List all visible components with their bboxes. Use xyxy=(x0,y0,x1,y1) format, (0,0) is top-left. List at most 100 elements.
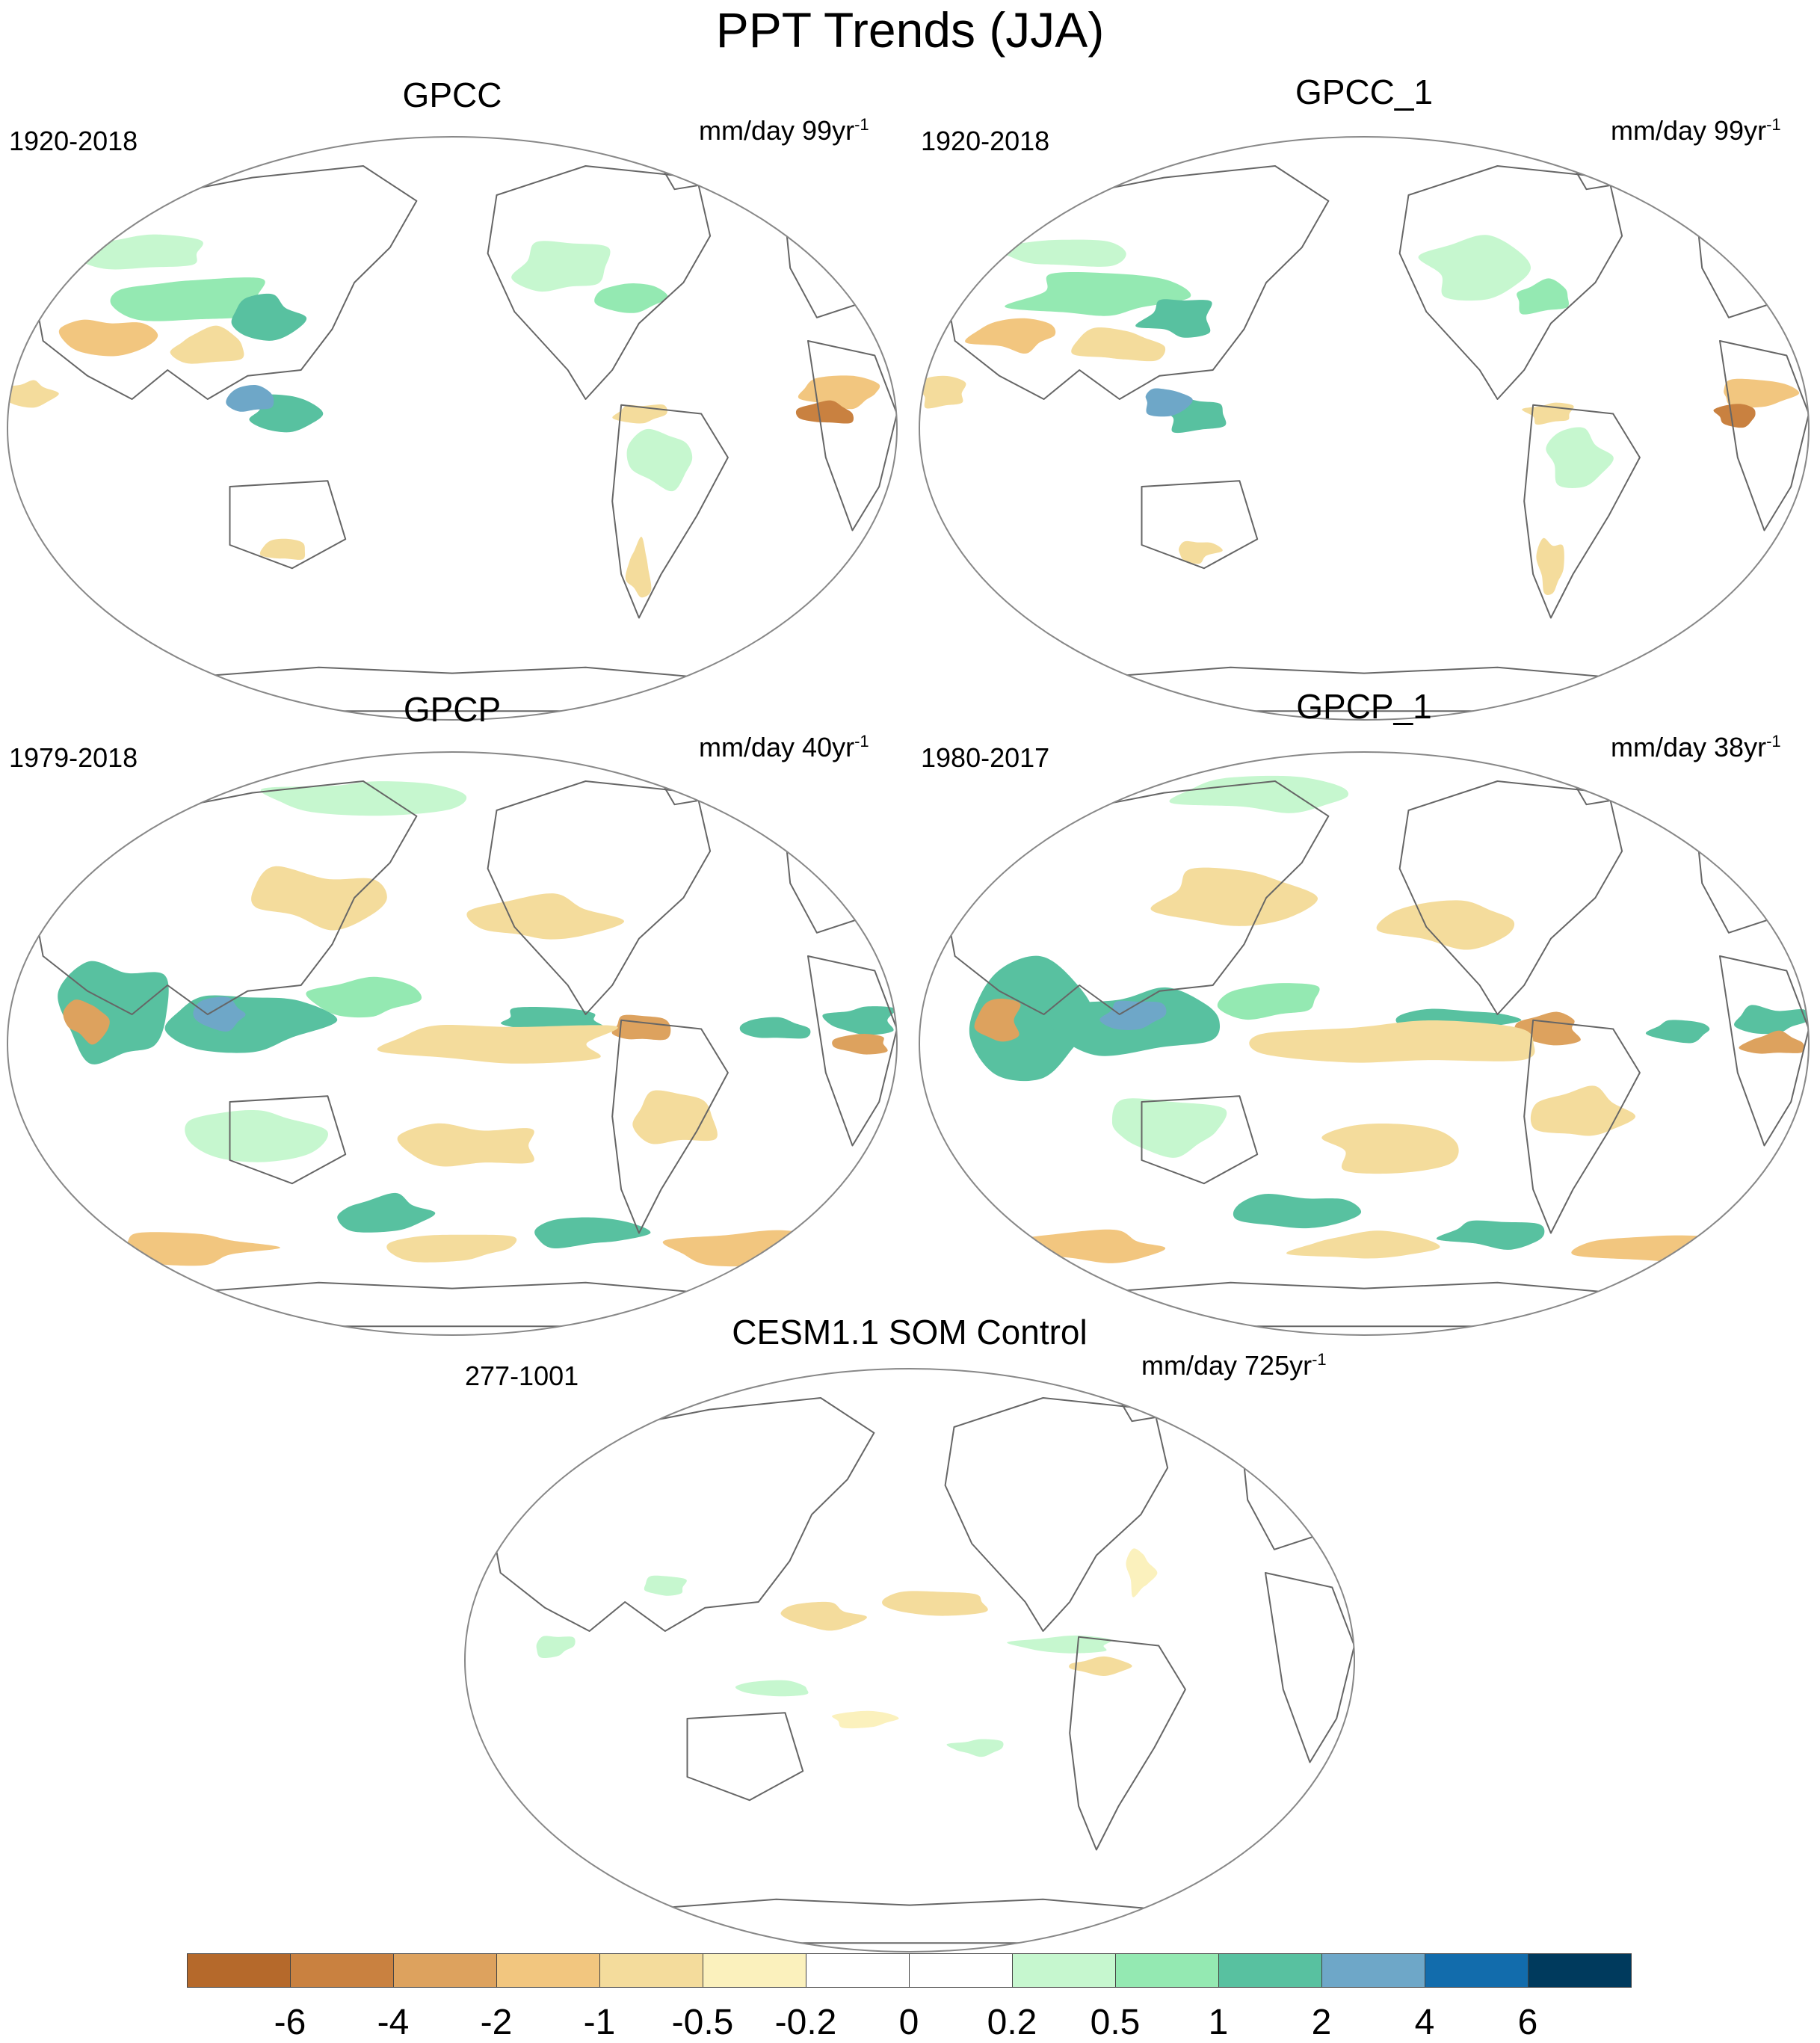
colorbar-label: -4 xyxy=(377,2003,410,2042)
trend-shading xyxy=(260,781,467,816)
colorbar-label: 1 xyxy=(1208,2003,1229,2042)
trend-shading xyxy=(231,293,307,341)
coastline-australia xyxy=(229,1095,347,1185)
trend-shading xyxy=(1069,1656,1132,1677)
trend-shading xyxy=(466,893,625,940)
colorbar-segment xyxy=(1321,1953,1425,1988)
colorbar-label: -0.5 xyxy=(671,2003,734,2042)
colorbar xyxy=(187,1953,1632,1988)
trend-shading xyxy=(832,1710,899,1729)
map-gpcc xyxy=(7,136,898,721)
coastline-greenland xyxy=(1563,762,1641,806)
trend-shading xyxy=(882,1591,988,1616)
trend-shading xyxy=(1739,1030,1805,1054)
coastline-australia xyxy=(1141,480,1259,570)
trend-shading xyxy=(974,998,1021,1042)
trend-shading xyxy=(1099,1000,1167,1030)
trend-shading xyxy=(1436,1220,1545,1250)
colorbar-label: 0.2 xyxy=(987,2003,1037,2042)
trend-shading xyxy=(1546,427,1614,488)
colorbar-label: 4 xyxy=(1414,2003,1435,2042)
coastline-greenland xyxy=(651,762,729,806)
trend-shading xyxy=(798,375,880,410)
trend-shading xyxy=(1321,1123,1459,1174)
panel-period: 277-1001 xyxy=(465,1361,579,1391)
panel-units: mm/day 38yr-1 xyxy=(1611,732,1781,762)
trend-shading xyxy=(1530,1085,1636,1136)
coastline-americasN xyxy=(1398,780,1623,1015)
coastline-asia xyxy=(28,165,418,400)
coastline-greenland xyxy=(651,147,729,191)
trend-shading xyxy=(1713,404,1756,428)
trend-shading xyxy=(919,375,966,409)
trend-shading xyxy=(626,428,693,492)
trend-shading xyxy=(337,1192,436,1233)
trend-shading xyxy=(377,1025,618,1064)
colorbar-label: 6 xyxy=(1517,2003,1538,2042)
panel-title: GPCP_1 xyxy=(1296,687,1432,726)
colorbar-segment xyxy=(496,1953,600,1988)
panel-units: mm/day 99yr-1 xyxy=(699,115,869,146)
trend-shading xyxy=(386,1234,517,1263)
colorbar-segment xyxy=(187,1953,291,1988)
panel-period: 1979-2018 xyxy=(9,742,138,773)
map-border xyxy=(919,751,1810,1336)
coastline-europe xyxy=(1238,1411,1338,1550)
trend-shading xyxy=(995,239,1126,267)
coastline-europe xyxy=(780,795,880,934)
coastline-americasN xyxy=(487,780,712,1015)
colorbar-segment xyxy=(290,1953,394,1988)
trend-shading xyxy=(594,283,668,313)
panel-period: 1920-2018 xyxy=(9,126,138,156)
coastline-australia xyxy=(229,480,347,570)
trend-shading xyxy=(1249,1020,1535,1063)
trend-shading xyxy=(1571,1235,1779,1263)
colorbar-label: -2 xyxy=(480,2003,513,2042)
colorbar-segment xyxy=(909,1953,1013,1988)
trend-shading xyxy=(511,241,611,292)
trend-shading xyxy=(822,1006,896,1035)
figure-title: PPT Trends (JJA) xyxy=(715,2,1105,58)
colorbar-segment xyxy=(1218,1953,1322,1988)
trend-shading xyxy=(644,1575,687,1596)
trend-shading xyxy=(251,866,387,931)
trend-shading xyxy=(1150,867,1318,926)
coastline-asia xyxy=(940,165,1330,400)
map-gpcc1 xyxy=(919,136,1810,721)
coastline-africa xyxy=(1719,340,1809,531)
trend-shading xyxy=(1071,327,1166,362)
map-border xyxy=(7,136,898,721)
map-gpcp xyxy=(7,751,898,1336)
colorbar-segment xyxy=(1115,1953,1219,1988)
trend-shading xyxy=(1376,900,1515,950)
coastline-europe xyxy=(1692,795,1792,934)
trend-shading xyxy=(1418,235,1531,301)
colorbar-label: -1 xyxy=(583,2003,616,2042)
coastline-greenland xyxy=(1563,147,1641,191)
map-border xyxy=(464,1368,1355,1953)
coastline-americasS xyxy=(1069,1636,1186,1851)
trend-shading xyxy=(735,1680,809,1697)
trend-shading xyxy=(1005,271,1191,316)
trend-shading xyxy=(662,1230,844,1267)
coastline-australia xyxy=(1141,1095,1259,1185)
trend-shading xyxy=(795,400,854,424)
trend-shading xyxy=(397,1123,534,1167)
trend-shading xyxy=(739,1017,811,1039)
coastline-europe xyxy=(1692,179,1792,318)
panel-title: CESM1.1 SOM Control xyxy=(732,1313,1088,1352)
trend-shading xyxy=(1536,537,1564,595)
trend-shading xyxy=(1169,775,1349,813)
trend-shading xyxy=(1179,540,1223,564)
coastline-americasS xyxy=(611,404,729,619)
map-gpcp1 xyxy=(919,751,1810,1336)
map-border xyxy=(7,751,898,1336)
colorbar-segment xyxy=(1012,1953,1116,1988)
trend-shading xyxy=(1286,1230,1440,1259)
colorbar-segment xyxy=(703,1953,806,1988)
map-border xyxy=(919,136,1810,721)
trend-shading xyxy=(193,996,246,1032)
coastline-australia xyxy=(686,1712,804,1802)
coastline-antarctica xyxy=(620,1898,1177,1944)
colorbar-segment xyxy=(1425,1953,1529,1988)
